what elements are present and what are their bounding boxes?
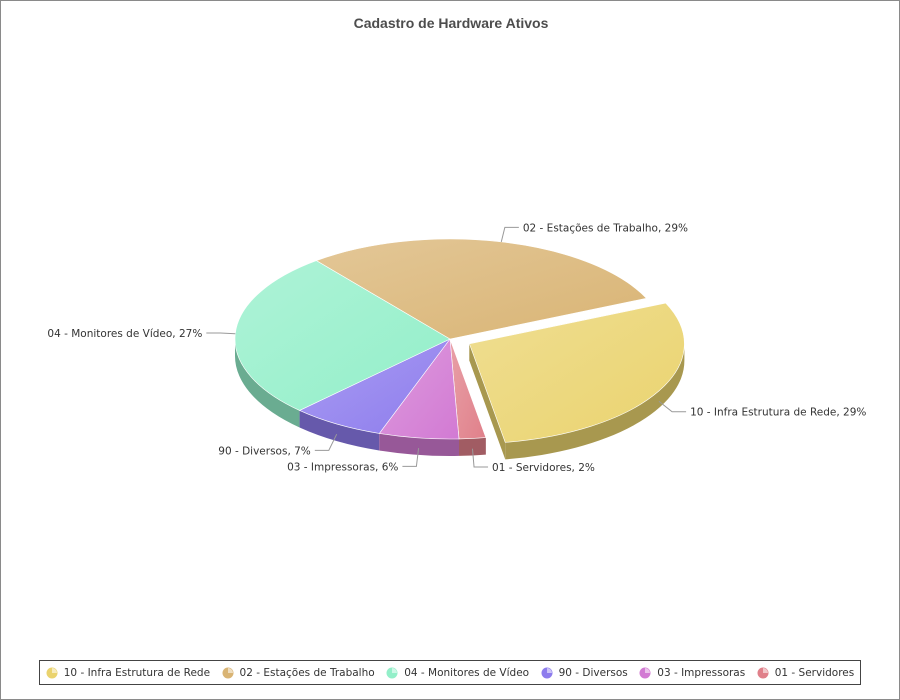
chart-legend: 10 - Infra Estrutura de Rede 02 - Estaçõe…: [39, 660, 861, 685]
pie-slice[interactable]: [234, 260, 451, 411]
callout-line: [314, 433, 338, 451]
slice-label: 04 - Monitores de Vídeo, 27%: [47, 328, 202, 340]
pie-slice-icon: [46, 667, 58, 678]
legend-label: 10 - Infra Estrutura de Rede: [63, 666, 211, 679]
pie-slice-icon: [386, 667, 398, 678]
pie-tops: [234, 238, 685, 443]
slice-label: 02 - Estações de Trabalho, 29%: [523, 222, 688, 234]
slice-label: 03 - Impressoras, 6%: [287, 461, 398, 473]
chart-title: Cadastro de Hardware Ativos: [353, 15, 549, 31]
legend-item[interactable]: 10 - Infra Estrutura de Rede: [46, 667, 210, 679]
pie-slice-side: [459, 437, 486, 456]
callout-line: [402, 448, 420, 467]
callout-line: [471, 448, 489, 468]
legend-item[interactable]: 04 - Monitores de Vídeo: [386, 667, 529, 679]
pie-slice-side: [469, 343, 506, 460]
pie-callouts: 10 - Infra Estrutura de Rede, 29% 01 - Se…: [47, 222, 866, 474]
legend-label: 01 - Servidores: [774, 666, 855, 679]
pie-slice-icon: [222, 667, 234, 678]
pie-slice-icon: [757, 667, 769, 678]
legend-label: 90 - Diversos: [558, 666, 628, 679]
callout-line: [206, 332, 236, 335]
pie-slice-side: [299, 410, 380, 451]
pie-slice-icon: [541, 667, 553, 678]
slice-label: 90 - Diversos, 7%: [218, 445, 311, 457]
slice-label: 01 - Servidores, 2%: [492, 462, 595, 474]
callout-line: [658, 400, 687, 413]
legend-label: 02 - Estações de Trabalho: [239, 666, 375, 679]
legend-item[interactable]: 90 - Diversos: [541, 667, 628, 679]
pie-slice[interactable]: [468, 302, 685, 443]
legend-item[interactable]: 01 - Servidores: [757, 666, 855, 679]
slice-label: 10 - Infra Estrutura de Rede, 29%: [690, 407, 866, 419]
legend-item[interactable]: 02 - Estações de Trabalho: [222, 667, 375, 679]
callout-line: [500, 226, 519, 243]
pie-slice-side: [505, 343, 685, 460]
legend-label: 03 - Impressoras: [657, 666, 746, 679]
pie-slice[interactable]: [315, 238, 648, 340]
legend-label: 04 - Monitores de Vídeo: [404, 666, 530, 679]
pie-slice-side: [235, 339, 300, 428]
pie-slice-icon: [639, 667, 651, 678]
legend-item[interactable]: 03 - Impressoras: [639, 667, 745, 679]
